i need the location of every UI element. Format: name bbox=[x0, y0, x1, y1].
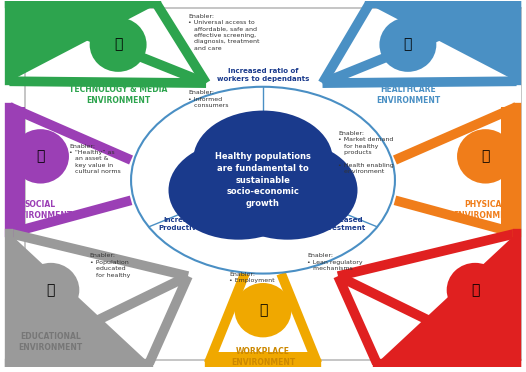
Text: Enabler:
• Lean regulatory
   mechanisms: Enabler: • Lean regulatory mechanisms bbox=[307, 253, 362, 271]
Ellipse shape bbox=[23, 263, 79, 317]
Text: HEALTHCARE
ENVIRONMENT: HEALTHCARE ENVIRONMENT bbox=[376, 85, 440, 105]
Text: Healthy populations
are fundamental to
sustainable
socio-economic
growth: Healthy populations are fundamental to s… bbox=[215, 152, 311, 208]
Text: 🏥: 🏥 bbox=[403, 38, 412, 52]
Ellipse shape bbox=[379, 17, 437, 72]
Ellipse shape bbox=[168, 141, 308, 240]
Text: SOCIAL
ENVIRONMENT: SOCIAL ENVIRONMENT bbox=[8, 200, 73, 220]
Text: Enabler:
• Population
   educated
   for healthy: Enabler: • Population educated for healt… bbox=[89, 253, 130, 278]
Ellipse shape bbox=[235, 283, 291, 337]
Text: Enabler:
• Informed
   consumers: Enabler: • Informed consumers bbox=[188, 90, 228, 108]
Polygon shape bbox=[9, 4, 157, 81]
Text: 👔: 👔 bbox=[259, 303, 267, 317]
Text: 🏋: 🏋 bbox=[481, 149, 490, 163]
Text: Enabler:
• Employment: Enabler: • Employment bbox=[229, 272, 275, 283]
Text: 🏛: 🏛 bbox=[471, 283, 479, 297]
Ellipse shape bbox=[89, 17, 147, 72]
Ellipse shape bbox=[218, 141, 358, 240]
Text: 👥: 👥 bbox=[36, 149, 45, 163]
Text: PHYSICAL
ENVIRONMENT: PHYSICAL ENVIRONMENT bbox=[453, 200, 518, 220]
Polygon shape bbox=[9, 233, 149, 363]
Text: Increased
Productivity: Increased Productivity bbox=[158, 217, 207, 231]
Polygon shape bbox=[209, 352, 317, 363]
Text: 🖥: 🖥 bbox=[114, 38, 123, 52]
Polygon shape bbox=[369, 4, 517, 81]
Text: WORKPLACE
ENVIRONMENT: WORKPLACE ENVIRONMENT bbox=[231, 347, 295, 367]
Text: TECHNOLOGY & MEDIA
ENVIRONMENT: TECHNOLOGY & MEDIA ENVIRONMENT bbox=[69, 85, 167, 105]
Polygon shape bbox=[501, 107, 517, 233]
Text: Enabler:
• “Healthy” as
   an asset &
   key value in
   cultural norms: Enabler: • “Healthy” as an asset & key v… bbox=[69, 144, 120, 174]
Text: EDUCATIONAL
ENVIRONMENT: EDUCATIONAL ENVIRONMENT bbox=[19, 332, 83, 352]
Text: Enabler:
• Universal access to
   affordable, safe and
   effective screening,
 : Enabler: • Universal access to affordabl… bbox=[188, 13, 259, 51]
Polygon shape bbox=[377, 233, 517, 363]
Text: Enabler:
• Market demand
   for healthy
   products

• Health enabling
   enviro: Enabler: • Market demand for healthy pro… bbox=[338, 131, 394, 174]
Text: 📚: 📚 bbox=[47, 283, 55, 297]
Text: Increased
Investment: Increased Investment bbox=[320, 217, 366, 231]
Ellipse shape bbox=[193, 110, 333, 209]
Text: POLITICAL
ENVIRONMENT: POLITICAL ENVIRONMENT bbox=[443, 332, 507, 352]
Ellipse shape bbox=[457, 129, 514, 183]
Ellipse shape bbox=[12, 129, 69, 183]
Text: Increased ratio of
workers to dependants: Increased ratio of workers to dependants bbox=[217, 68, 309, 82]
Ellipse shape bbox=[447, 263, 503, 317]
Polygon shape bbox=[9, 107, 25, 233]
